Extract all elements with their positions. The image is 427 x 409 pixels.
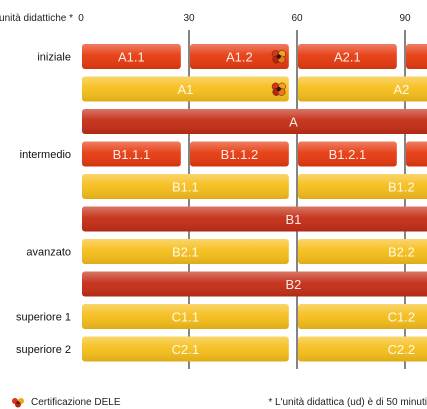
- bar: B1.1.2: [190, 141, 289, 167]
- certification-badge-icon: [271, 50, 286, 64]
- bar-label: B2.1: [172, 245, 199, 260]
- bar: B1.1: [82, 174, 289, 199]
- bar: B1.2.2: [406, 141, 427, 167]
- bar-gloss: [82, 239, 289, 264]
- bar-label: C2.1: [172, 342, 199, 357]
- bar-label: B1: [285, 212, 301, 227]
- bar-gloss: [82, 271, 427, 297]
- bar-gloss: [298, 239, 427, 264]
- bar-gloss: [406, 141, 427, 167]
- bar: B1: [82, 206, 427, 232]
- bar-gloss: [190, 44, 289, 69]
- bar-gloss: [82, 336, 289, 362]
- bar-label: A2.1: [334, 50, 361, 65]
- certification-badge-icon: [12, 398, 24, 408]
- bar-label: C2.2: [388, 342, 415, 357]
- bar: A: [82, 109, 427, 134]
- bar: A2.2: [406, 44, 427, 69]
- level-label: avanzato: [26, 247, 71, 259]
- bar: A1.1: [82, 44, 181, 69]
- bar-label: B1.1.2: [221, 147, 259, 162]
- bar-label: C1.2: [388, 310, 415, 325]
- bar: C2.1: [82, 336, 289, 362]
- bar-label: A: [289, 115, 298, 130]
- bar-gloss: [82, 304, 289, 329]
- bar-label: B1.2: [388, 180, 415, 195]
- level-label: iniziale: [37, 52, 71, 64]
- bar: C2.2: [298, 336, 427, 362]
- x-axis-title: unità didattiche *: [0, 13, 73, 24]
- bar-gloss: [406, 44, 427, 69]
- bar-gloss: [82, 206, 427, 232]
- bar: B1.2.1: [298, 141, 397, 167]
- bar-gloss: [298, 304, 427, 329]
- bar: A1: [82, 76, 289, 102]
- chart-bars: A1.1 A1.2 A2.1 A2.2 A1 A2 A B1.1.1 B1.1.2 B1.2.1 B…: [82, 44, 427, 362]
- bar: A2.1: [298, 44, 397, 69]
- bar-gloss: [298, 174, 427, 199]
- bar-gloss: [82, 141, 181, 167]
- bar-gloss: [298, 44, 397, 69]
- chart-svg: unità didattiche *0306090120180 iniziale…: [0, 13, 427, 369]
- bar-label: C1.1: [172, 310, 199, 325]
- x-tick-label: 60: [291, 13, 303, 24]
- bar-gloss: [298, 336, 427, 362]
- bar: C1.2: [298, 304, 427, 329]
- bar-gloss: [82, 174, 289, 199]
- bar-gloss: [82, 76, 289, 102]
- bar-gloss: [298, 141, 397, 167]
- bar-gloss: [298, 76, 427, 102]
- bar-gloss: [82, 109, 427, 134]
- level-label: intermedio: [20, 149, 71, 161]
- bar: B2.1: [82, 239, 289, 264]
- level-label: superiore 1: [16, 312, 71, 324]
- x-axis: unità didattiche *0306090120180: [0, 13, 411, 24]
- level-label: superiore 2: [16, 344, 71, 356]
- bar-label: B2: [285, 277, 301, 292]
- bar-label: B2.2: [388, 245, 415, 260]
- footnote: * L'unità didattica (ud) è di 50 minuti: [268, 397, 427, 408]
- bar-gloss: [82, 44, 181, 69]
- bar-label: A2: [393, 82, 409, 97]
- bar: B2: [82, 271, 427, 297]
- bar: B2.2: [298, 239, 427, 264]
- legend: Certificazione DELE: [11, 396, 120, 409]
- bar: C1.1: [82, 304, 289, 329]
- x-tick-label: 0: [78, 13, 84, 24]
- bar-label: B1.2.1: [329, 147, 367, 162]
- legend-label: Certificazione DELE: [31, 397, 121, 408]
- x-tick-label: 30: [183, 13, 195, 24]
- bar-label: B1.1: [172, 180, 199, 195]
- bar-label: B1.1.1: [113, 147, 151, 162]
- bar: B1.1.1: [82, 141, 181, 167]
- bar-label: A1: [177, 82, 193, 97]
- bar: B1.2: [298, 174, 427, 199]
- bar-label: A1.1: [118, 50, 145, 65]
- level-labels: iniziale intermedio avanzato superiore 1 sup…: [16, 52, 71, 357]
- bar: A1.2: [190, 44, 289, 69]
- bar-gloss: [190, 141, 289, 167]
- x-tick-label: 90: [399, 13, 411, 24]
- bar: A2: [298, 76, 427, 102]
- bar-label: A1.2: [226, 50, 253, 65]
- certification-badge-icon: [271, 82, 286, 96]
